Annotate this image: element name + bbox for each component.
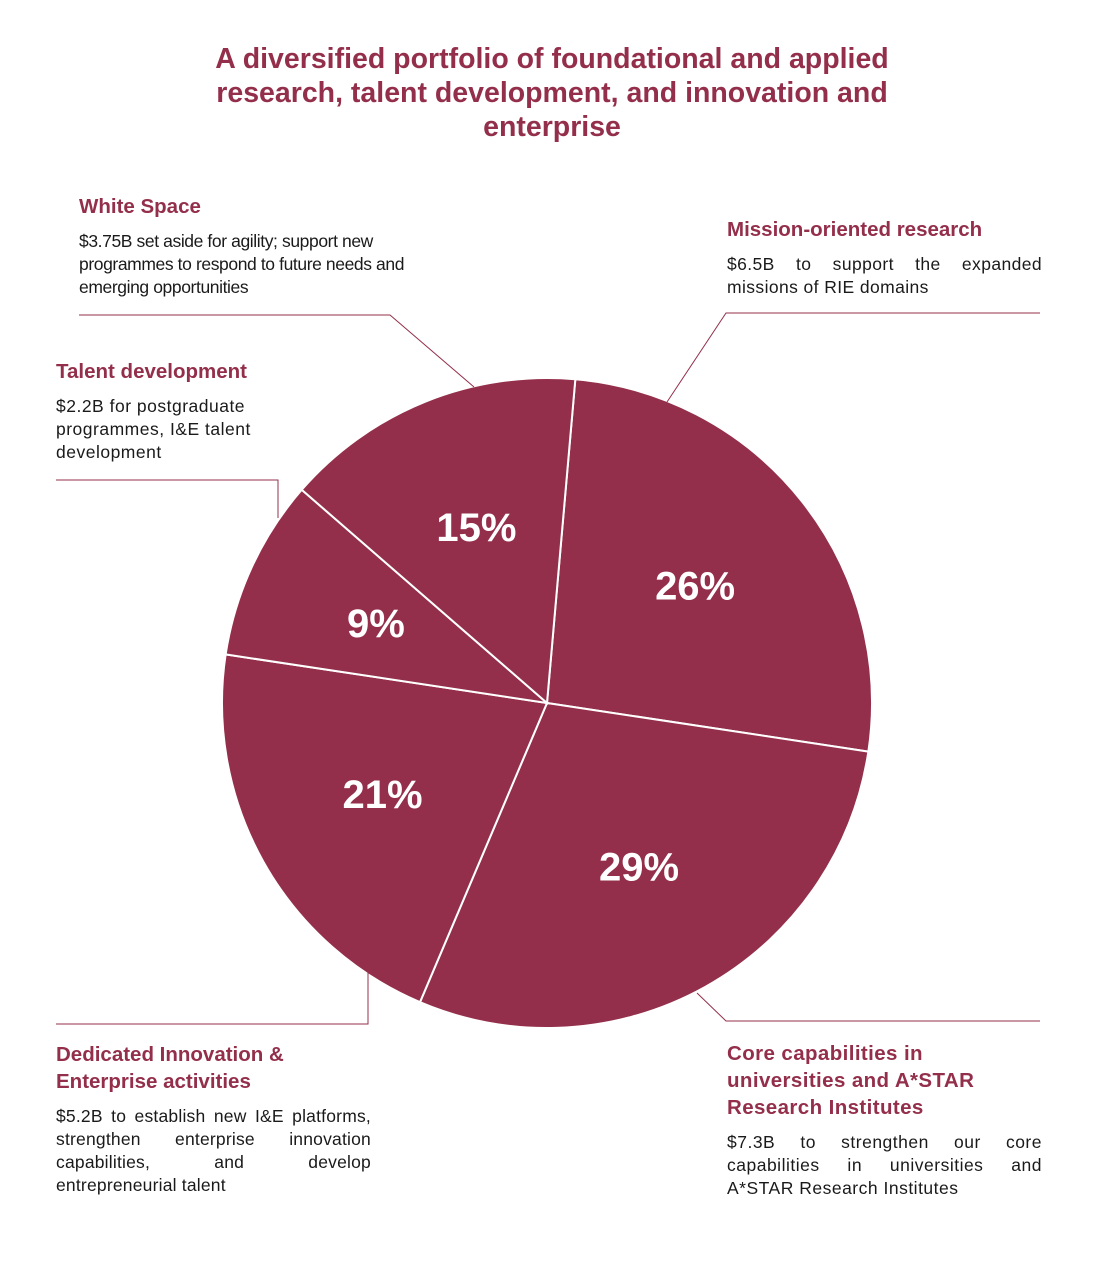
- callout-description: $3.75B set aside for agility; support ne…: [79, 231, 405, 297]
- pie-percent-labels: 26% 29% 21% 9% 15%: [342, 506, 735, 889]
- pie-label-talent: 9%: [347, 602, 405, 646]
- callout-title: Talent development: [56, 360, 247, 383]
- pie-slice-talent: [224, 488, 551, 705]
- pie-slices: [221, 377, 873, 1029]
- callout-mission-oriented-research: Mission-oriented research $6.5B to suppo…: [727, 216, 1042, 299]
- leader-line-talent: [56, 479, 279, 518]
- leader-line-white-space: [79, 314, 475, 388]
- callout-innovation-enterprise: Dedicated Innovation & Enterprise activi…: [56, 1041, 371, 1197]
- pie-label-whitespace: 15%: [436, 506, 516, 550]
- pie-slice-mission: [545, 378, 873, 753]
- pie-label-core: 29%: [599, 846, 679, 890]
- leader-line-core: [696, 992, 1040, 1022]
- pie-label-innovation: 21%: [342, 773, 422, 817]
- callout-description: $5.2B to establish new I&E platforms, st…: [56, 1106, 371, 1195]
- leader-line-innovation: [56, 972, 369, 1025]
- callout-talent-development: Talent development $2.2B for postgraduat…: [56, 358, 296, 464]
- pie-slice-whitespace: [300, 377, 577, 706]
- leader-lines: [56, 312, 1040, 1025]
- callout-title: Dedicated Innovation & Enterprise activi…: [56, 1043, 284, 1093]
- leader-line-mission: [666, 312, 1040, 403]
- chart-title: A diversified portfolio of foundational …: [215, 43, 889, 143]
- callout-white-space: White Space $3.75B set aside for agility…: [79, 193, 409, 299]
- pie-slice-core: [418, 701, 870, 1029]
- callout-core-capabilities: Core capabilities in universities and A*…: [727, 1040, 1042, 1200]
- callout-description: $7.3B to strengthen our core capabilitie…: [727, 1132, 1042, 1198]
- pie-slice-innovation: [221, 653, 549, 1004]
- pie-label-mission: 26%: [655, 564, 735, 608]
- callout-title: Mission-oriented research: [727, 218, 983, 241]
- callout-title: Core capabilities in universities and A*…: [727, 1042, 975, 1119]
- callout-title: White Space: [79, 195, 201, 218]
- callout-description: $6.5B to support the expanded missions o…: [727, 254, 1042, 297]
- callout-description: $2.2B for postgraduate programmes, I&E t…: [56, 396, 251, 462]
